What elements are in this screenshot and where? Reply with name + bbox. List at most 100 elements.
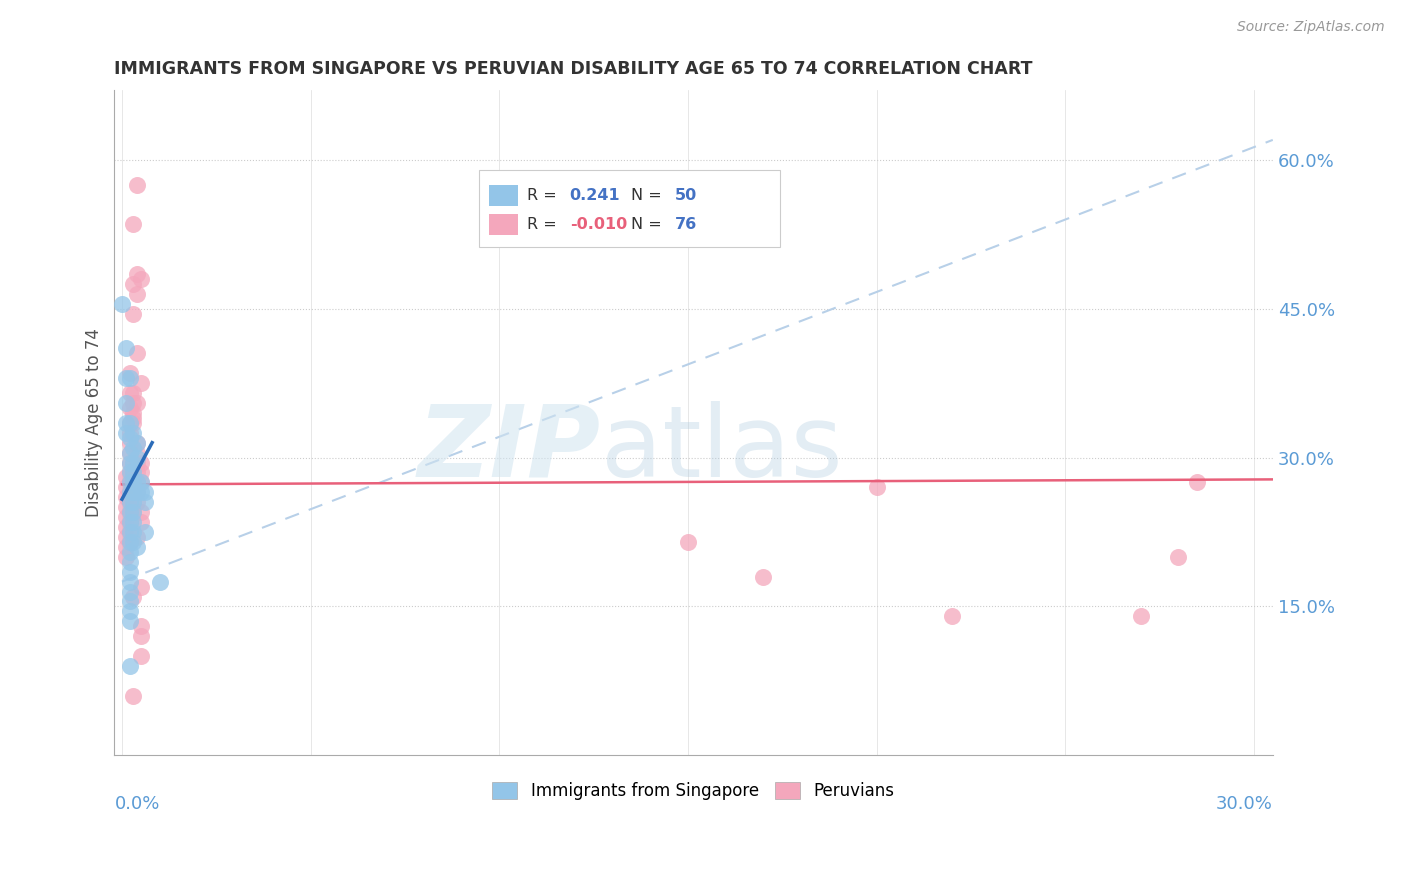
Point [118, 485, 141, 500]
Point [114, 480, 136, 494]
Point [129, 475, 152, 490]
Point [122, 396, 145, 410]
Point [118, 515, 141, 529]
Point [125, 475, 148, 490]
Point [125, 466, 148, 480]
Point [134, 524, 156, 539]
Point [118, 401, 141, 415]
Point [125, 530, 148, 544]
Point [118, 659, 141, 673]
Point [118, 524, 141, 539]
Point [134, 485, 156, 500]
Point [122, 485, 145, 500]
Point [134, 495, 156, 509]
Point [118, 456, 141, 470]
Point [129, 475, 152, 490]
Point [122, 505, 145, 519]
Point [1187, 475, 1209, 490]
Point [1129, 609, 1152, 624]
Point [118, 574, 141, 589]
Point [129, 485, 152, 500]
Text: 0.241: 0.241 [569, 188, 620, 202]
Point [941, 609, 963, 624]
Point [129, 376, 152, 390]
Point [125, 475, 148, 490]
Point [118, 535, 141, 549]
Point [118, 416, 141, 430]
Point [125, 267, 148, 281]
Point [1167, 549, 1189, 564]
Text: R =: R = [527, 188, 561, 202]
Point [129, 580, 152, 594]
FancyBboxPatch shape [479, 170, 780, 246]
Point [122, 475, 145, 490]
Point [111, 296, 134, 310]
Point [118, 445, 141, 459]
Y-axis label: Disability Age 65 to 74: Disability Age 65 to 74 [86, 328, 103, 517]
Point [118, 425, 141, 440]
Point [125, 485, 148, 500]
Text: ZIP: ZIP [418, 401, 600, 498]
FancyBboxPatch shape [488, 185, 517, 206]
Point [125, 435, 148, 450]
Point [122, 495, 145, 509]
Text: atlas: atlas [600, 401, 842, 498]
Point [114, 342, 136, 356]
Point [125, 396, 148, 410]
Point [122, 441, 145, 455]
Point [114, 500, 136, 515]
Point [122, 485, 145, 500]
Point [118, 435, 141, 450]
Point [149, 574, 172, 589]
Point [118, 475, 141, 490]
Point [122, 386, 145, 401]
Point [129, 466, 152, 480]
Text: N =: N = [631, 188, 666, 202]
Point [129, 619, 152, 633]
Point [122, 505, 145, 519]
Point [114, 549, 136, 564]
Point [118, 505, 141, 519]
Point [122, 406, 145, 420]
Point [114, 520, 136, 534]
Point [129, 505, 152, 519]
Point [118, 524, 141, 539]
Text: 30.0%: 30.0% [1216, 796, 1272, 814]
Legend: Immigrants from Singapore, Peruvians: Immigrants from Singapore, Peruvians [485, 775, 901, 807]
Point [118, 466, 141, 480]
Point [125, 435, 148, 450]
Point [125, 495, 148, 509]
Point [118, 615, 141, 629]
Point [129, 515, 152, 529]
Point [118, 604, 141, 618]
Point [118, 505, 141, 519]
Text: IMMIGRANTS FROM SINGAPORE VS PERUVIAN DISABILITY AGE 65 TO 74 CORRELATION CHART: IMMIGRANTS FROM SINGAPORE VS PERUVIAN DI… [114, 60, 1033, 78]
Point [118, 475, 141, 490]
Point [122, 535, 145, 549]
Point [114, 371, 136, 385]
Point [114, 416, 136, 430]
Point [125, 456, 148, 470]
Point [118, 515, 141, 529]
Point [118, 594, 141, 608]
Point [118, 466, 141, 480]
Text: N =: N = [631, 217, 666, 232]
Point [122, 515, 145, 529]
Point [129, 649, 152, 664]
Point [118, 371, 141, 385]
Point [122, 277, 145, 291]
Point [114, 530, 136, 544]
Point [122, 466, 145, 480]
Point [122, 466, 145, 480]
Point [122, 689, 145, 703]
Point [118, 366, 141, 380]
Point [118, 485, 141, 500]
Text: 76: 76 [675, 217, 697, 232]
Point [122, 590, 145, 604]
Text: Source: ZipAtlas.com: Source: ZipAtlas.com [1237, 20, 1385, 34]
Point [114, 396, 136, 410]
Point [122, 307, 145, 321]
Point [129, 456, 152, 470]
Point [118, 495, 141, 509]
Point [122, 470, 145, 484]
